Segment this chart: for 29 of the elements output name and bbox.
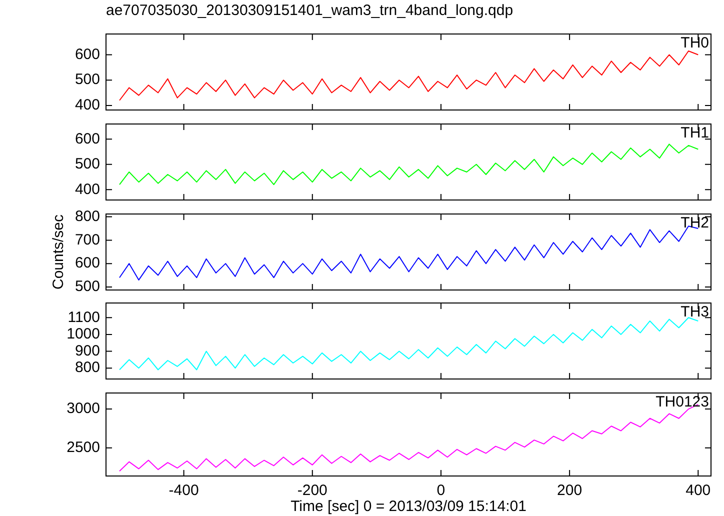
y-tick-label: 600 [74, 46, 100, 63]
x-tick-label: 200 [557, 482, 582, 500]
series-label: TH3 [680, 304, 709, 321]
series-label: TH2 [680, 214, 709, 232]
x-axis-title: Time [sec] 0 = 2013/03/09 15:14:01 [290, 498, 526, 516]
x-tick-label: -200 [297, 482, 328, 500]
x-tick-label: 400 [686, 482, 711, 500]
y-tick-label: 1000 [66, 326, 100, 343]
y-tick-label: 600 [74, 254, 100, 272]
y-tick-label: 400 [74, 180, 100, 198]
x-tick-label: 0 [436, 482, 446, 500]
y-tick-label: 800 [74, 359, 100, 376]
y-tick-label: 500 [74, 156, 100, 173]
series-label: TH0123 [656, 394, 709, 411]
y-tick-label: 1100 [68, 308, 100, 326]
series-label: TH1 [680, 124, 709, 142]
y-tick-label: 600 [74, 130, 100, 148]
y-tick-label: 400 [74, 96, 100, 114]
chart-title: ae707035030_20130309151401_wam3_trn_4band_long.qdp [106, 2, 514, 19]
y-tick-label: 500 [74, 278, 100, 296]
y-tick-label: 2500 [66, 438, 100, 456]
y-tick-label: 800 [74, 208, 100, 225]
y-axis-title: Counts/sec [50, 214, 68, 290]
y-tick-label: 700 [74, 231, 100, 248]
y-tick-label: 3000 [66, 400, 100, 418]
x-tick-label: -400 [168, 482, 199, 500]
y-tick-label: 900 [74, 342, 100, 360]
y-tick-label: 500 [74, 71, 100, 88]
series-label: TH0 [680, 34, 709, 52]
